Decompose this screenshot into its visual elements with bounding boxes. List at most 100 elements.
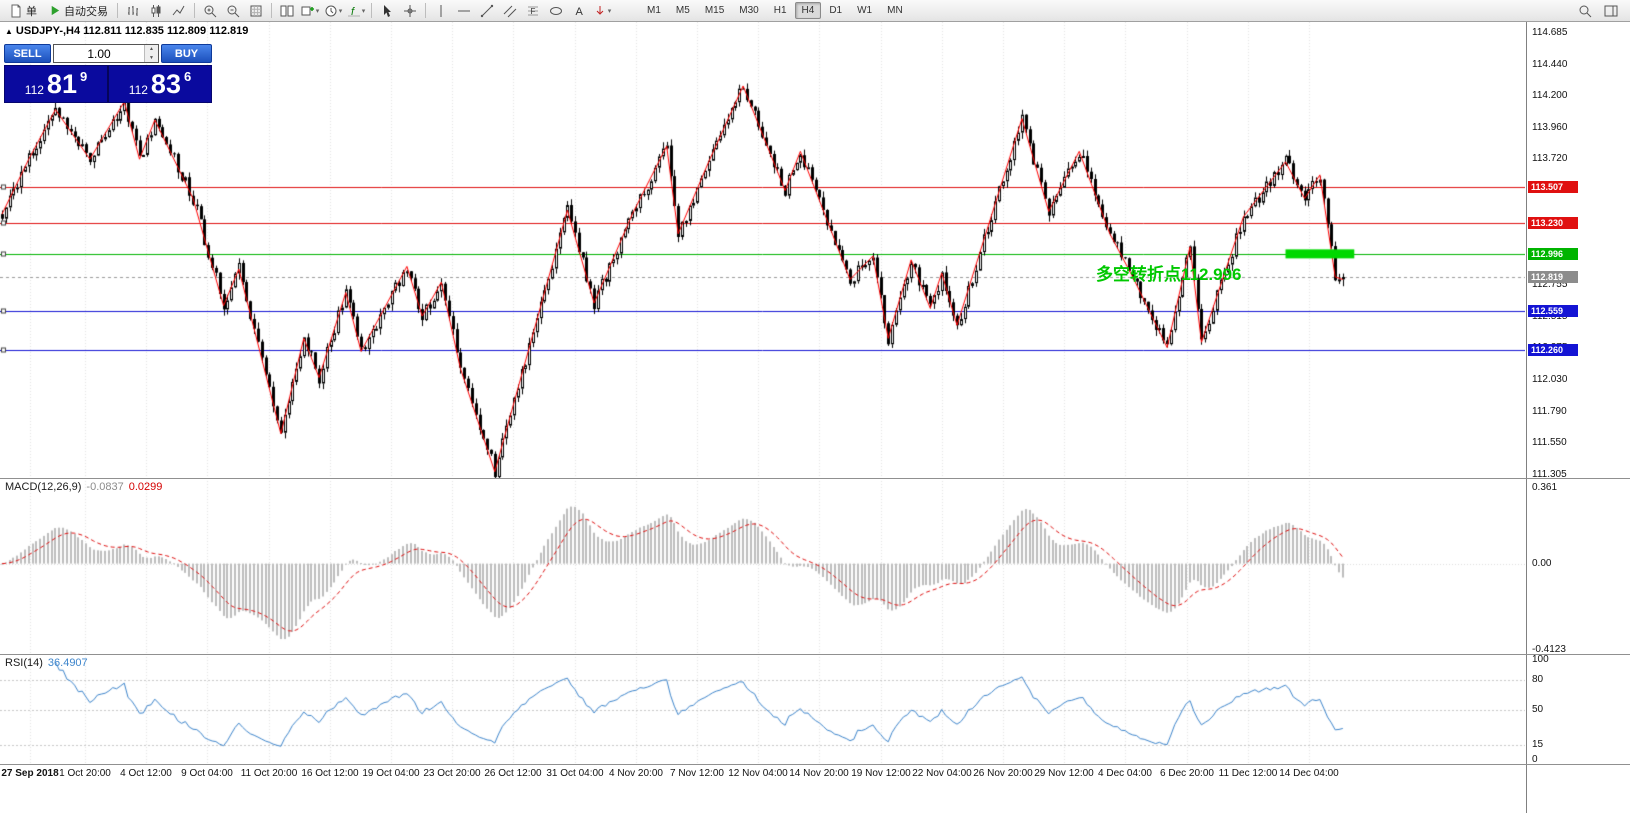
toolbar-separator	[425, 3, 426, 18]
lot-size-field[interactable]: 1.00 ▲ ▼	[53, 44, 159, 63]
time-label: 9 Oct 04:00	[181, 768, 233, 779]
channel-icon[interactable]	[499, 1, 521, 21]
time-label: 22 Nov 04:00	[912, 768, 972, 779]
panel-separator	[0, 764, 1630, 765]
grid-icon[interactable]	[245, 1, 267, 21]
timeframe-m5[interactable]: M5	[675, 5, 690, 16]
time-label: 4 Dec 04:00	[1098, 768, 1152, 779]
rsi-value: 36.4907	[47, 657, 88, 669]
toolbar-separator	[271, 3, 272, 18]
price-axis-tick: 112.755	[1532, 279, 1568, 290]
timeframe-d1[interactable]: D1	[829, 5, 843, 16]
collapse-arrow-icon[interactable]: ▲	[5, 27, 13, 36]
timeframe-w1[interactable]: W1	[857, 5, 873, 16]
toolbar-right-group	[1574, 1, 1626, 21]
bar-chart-icon[interactable]	[122, 1, 144, 21]
time-label: 23 Oct 20:00	[423, 768, 481, 779]
time-label: 6 Dec 20:00	[1160, 768, 1214, 779]
time-label: 26 Oct 12:00	[484, 768, 542, 779]
tile-windows-icon[interactable]	[276, 1, 298, 21]
clock-icon[interactable]: ▾	[322, 1, 344, 21]
rsi-axis-tick: 100	[1532, 654, 1549, 665]
order-button-label: 单	[26, 5, 37, 18]
indicators-icon[interactable]: f ▾	[347, 5, 366, 18]
time-axis[interactable]: 27 Sep 2018 1 Oct 20:00 4 Oct 12:00 9 Oct 0…	[0, 764, 1526, 813]
price-axis-tick: 113.960	[1532, 122, 1568, 133]
timeframe-group: M1 M5 M15 M30 H1 H4 D1 W1 MN	[640, 2, 910, 19]
search-icon[interactable]	[1574, 1, 1596, 21]
price-level-tag: 112.996	[1528, 248, 1578, 260]
zoom-out-icon[interactable]	[222, 1, 244, 21]
rsi-panel: RSI(14) 36.4907	[0, 654, 1525, 764]
price-level-tag: 112.559	[1528, 305, 1578, 317]
buy-button[interactable]: BUY	[161, 44, 212, 63]
trendline-icon[interactable]	[476, 1, 498, 21]
time-label: 11 Oct 20:00	[240, 768, 298, 779]
time-label: 26 Nov 20:00	[973, 768, 1033, 779]
vertical-line-icon[interactable]	[430, 1, 452, 21]
order-button[interactable]: 单	[4, 1, 42, 21]
toolbar-separator	[117, 3, 118, 18]
current-price-tag: 112.819	[1528, 271, 1578, 283]
crosshair-icon[interactable]	[399, 1, 421, 21]
price-axis[interactable]: 114.685114.440114.200113.960113.720113.4…	[1526, 22, 1630, 813]
pivot-annotation-text[interactable]: 多空转折点112.996	[1096, 265, 1242, 284]
time-label: 4 Oct 12:00	[120, 768, 172, 779]
price-axis-tick: 114.200	[1532, 90, 1568, 101]
autotrade-button[interactable]: 自动交易	[43, 1, 113, 21]
horizontal-line-icon[interactable]	[453, 1, 475, 21]
candlestick-icon[interactable]	[145, 1, 167, 21]
svg-text:F: F	[531, 7, 536, 16]
new-order-icon[interactable]: ▾	[299, 1, 321, 21]
time-label: 1 Oct 20:00	[59, 768, 111, 779]
cursor-icon[interactable]	[376, 1, 398, 21]
macd-axis-tick: -0.4123	[1532, 644, 1566, 655]
line-chart-icon[interactable]	[168, 1, 190, 21]
arrows-icon[interactable]: ▾	[591, 1, 613, 21]
autotrade-button-label: 自动交易	[64, 5, 108, 18]
zoom-in-icon[interactable]	[199, 1, 221, 21]
price-axis-tick: 111.550	[1532, 437, 1567, 448]
timeframe-m30[interactable]: M30	[739, 5, 759, 16]
bid-ask-display: 112 81 9 112 83 6	[4, 65, 212, 103]
toolbar: 单 自动交易 ▾ ▾ f ▾ F A ▾ M1 M5 M15 M30 H1 H4 D1 W1 MN	[0, 0, 1630, 22]
panel-separator[interactable]	[0, 478, 1630, 479]
sell-button[interactable]: SELL	[4, 44, 51, 63]
timeframe-m1[interactable]: M1	[647, 5, 661, 16]
timeframe-mn[interactable]: MN	[887, 5, 903, 16]
main-chart-panel: ▲ USDJPY-,H4 112.811 112.835 112.809 112.…	[0, 22, 1525, 478]
order-icon	[9, 4, 23, 18]
panel-separator[interactable]	[0, 654, 1630, 655]
shapes-icon[interactable]	[545, 1, 567, 21]
rsi-label: RSI(14) 36.4907	[5, 657, 88, 669]
panels-icon[interactable]	[1600, 1, 1622, 21]
buy-price[interactable]: 112 83 6	[128, 69, 192, 99]
one-click-trading-panel: SELL 1.00 ▲ ▼ BUY 112 81 9 1	[4, 44, 212, 103]
symbol-ohlc-line: ▲ USDJPY-,H4 112.811 112.835 112.809 112.…	[5, 25, 248, 37]
timeframe-h4[interactable]: H4	[794, 2, 822, 19]
text-icon[interactable]: A	[568, 1, 590, 21]
timeframe-h1[interactable]: H1	[773, 5, 787, 16]
time-label: 11 Dec 12:00	[1218, 768, 1278, 779]
rsi-canvas[interactable]	[0, 654, 1525, 764]
timeframe-m15[interactable]: M15	[704, 5, 725, 16]
price-level-tag: 113.507	[1528, 181, 1578, 193]
macd-label: MACD(12,26,9) -0.0837 0.0299	[5, 481, 163, 493]
sell-price[interactable]: 112 81 9	[24, 69, 88, 99]
macd-panel: MACD(12,26,9) -0.0837 0.0299	[0, 478, 1525, 654]
lot-value[interactable]: 1.00	[87, 46, 111, 61]
macd-value-main: -0.0837	[86, 481, 124, 493]
price-divider	[107, 66, 109, 102]
main-chart-canvas[interactable]	[0, 22, 1525, 478]
lot-increase-button[interactable]: ▲	[145, 45, 158, 54]
rsi-axis-tick: 0	[1532, 754, 1538, 765]
price-axis-tick: 113.720	[1532, 153, 1568, 164]
rsi-axis-tick: 15	[1532, 739, 1544, 750]
lot-decrease-button[interactable]: ▼	[145, 53, 158, 62]
time-label: 14 Nov 20:00	[789, 768, 849, 779]
macd-canvas[interactable]	[0, 478, 1525, 654]
price-axis-tick: 114.440	[1532, 59, 1568, 70]
fibonacci-icon[interactable]: F	[522, 1, 544, 21]
toolbar-separator	[371, 3, 372, 18]
